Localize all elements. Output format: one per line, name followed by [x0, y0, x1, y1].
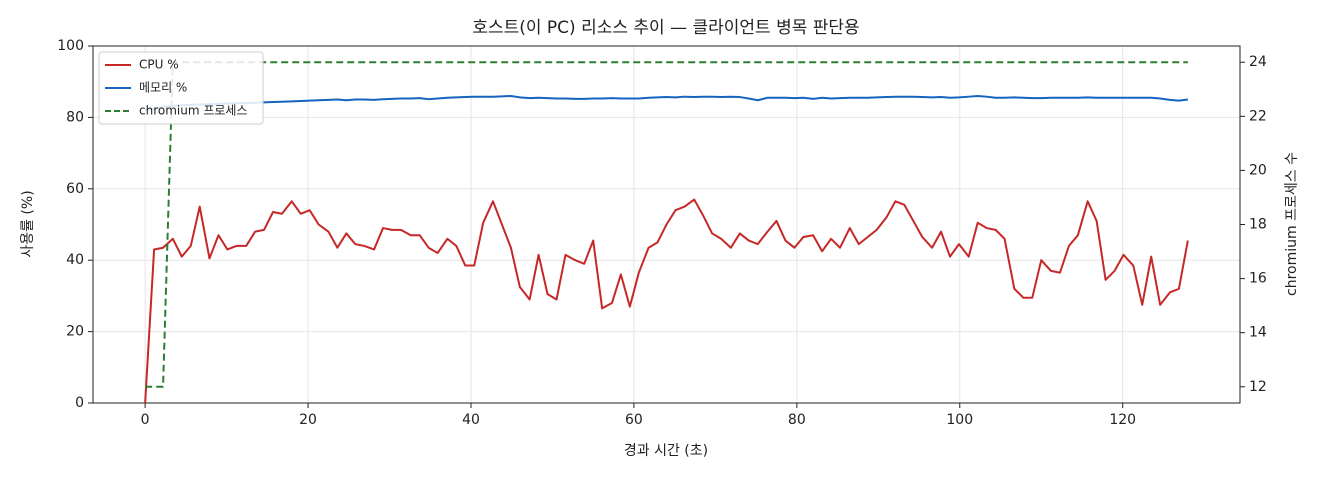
- y2-tick-label: 12: [1249, 379, 1267, 395]
- y-tick-label: 20: [66, 324, 84, 340]
- y2-axis-label: chromium 프로세스 수: [1284, 152, 1300, 296]
- series-line: [145, 61, 1188, 388]
- x-tick-label: 40: [462, 412, 480, 428]
- chart-title: 호스트(이 PC) 리소스 추이 — 클라이언트 병목 판단용: [472, 18, 859, 38]
- legend-label: CPU %: [139, 58, 179, 72]
- x-axis-label: 경과 시간 (초): [624, 443, 708, 459]
- series-line: [144, 198, 1189, 404]
- y-tick-label: 60: [66, 181, 84, 197]
- legend-label: chromium 프로세스: [139, 104, 248, 118]
- x-tick-label: 80: [788, 412, 806, 428]
- y-axis-label: 사용률 (%): [20, 190, 36, 257]
- x-tick-label: 100: [946, 412, 973, 428]
- series-line: [144, 94, 1188, 112]
- plot-frame: [92, 45, 1241, 404]
- y2-tick-label: 18: [1249, 217, 1267, 233]
- x-tick-label: 60: [625, 412, 643, 428]
- y2-tick-label: 22: [1249, 108, 1267, 124]
- y-tick-label: 100: [57, 38, 84, 54]
- legend-box: [98, 51, 264, 125]
- legend-label: 메모리 %: [139, 81, 187, 95]
- x-tick-label: 20: [299, 412, 317, 428]
- y-tick-label: 0: [75, 395, 84, 411]
- y2-tick-label: 16: [1249, 271, 1267, 287]
- x-tick-label: 120: [1109, 412, 1136, 428]
- y2-tick-label: 24: [1249, 54, 1267, 70]
- x-tick-label: 0: [141, 412, 150, 428]
- y-tick-label: 80: [66, 109, 84, 125]
- y-tick-label: 40: [66, 252, 84, 268]
- y2-tick-label: 14: [1249, 325, 1267, 341]
- y2-tick-label: 20: [1249, 162, 1267, 178]
